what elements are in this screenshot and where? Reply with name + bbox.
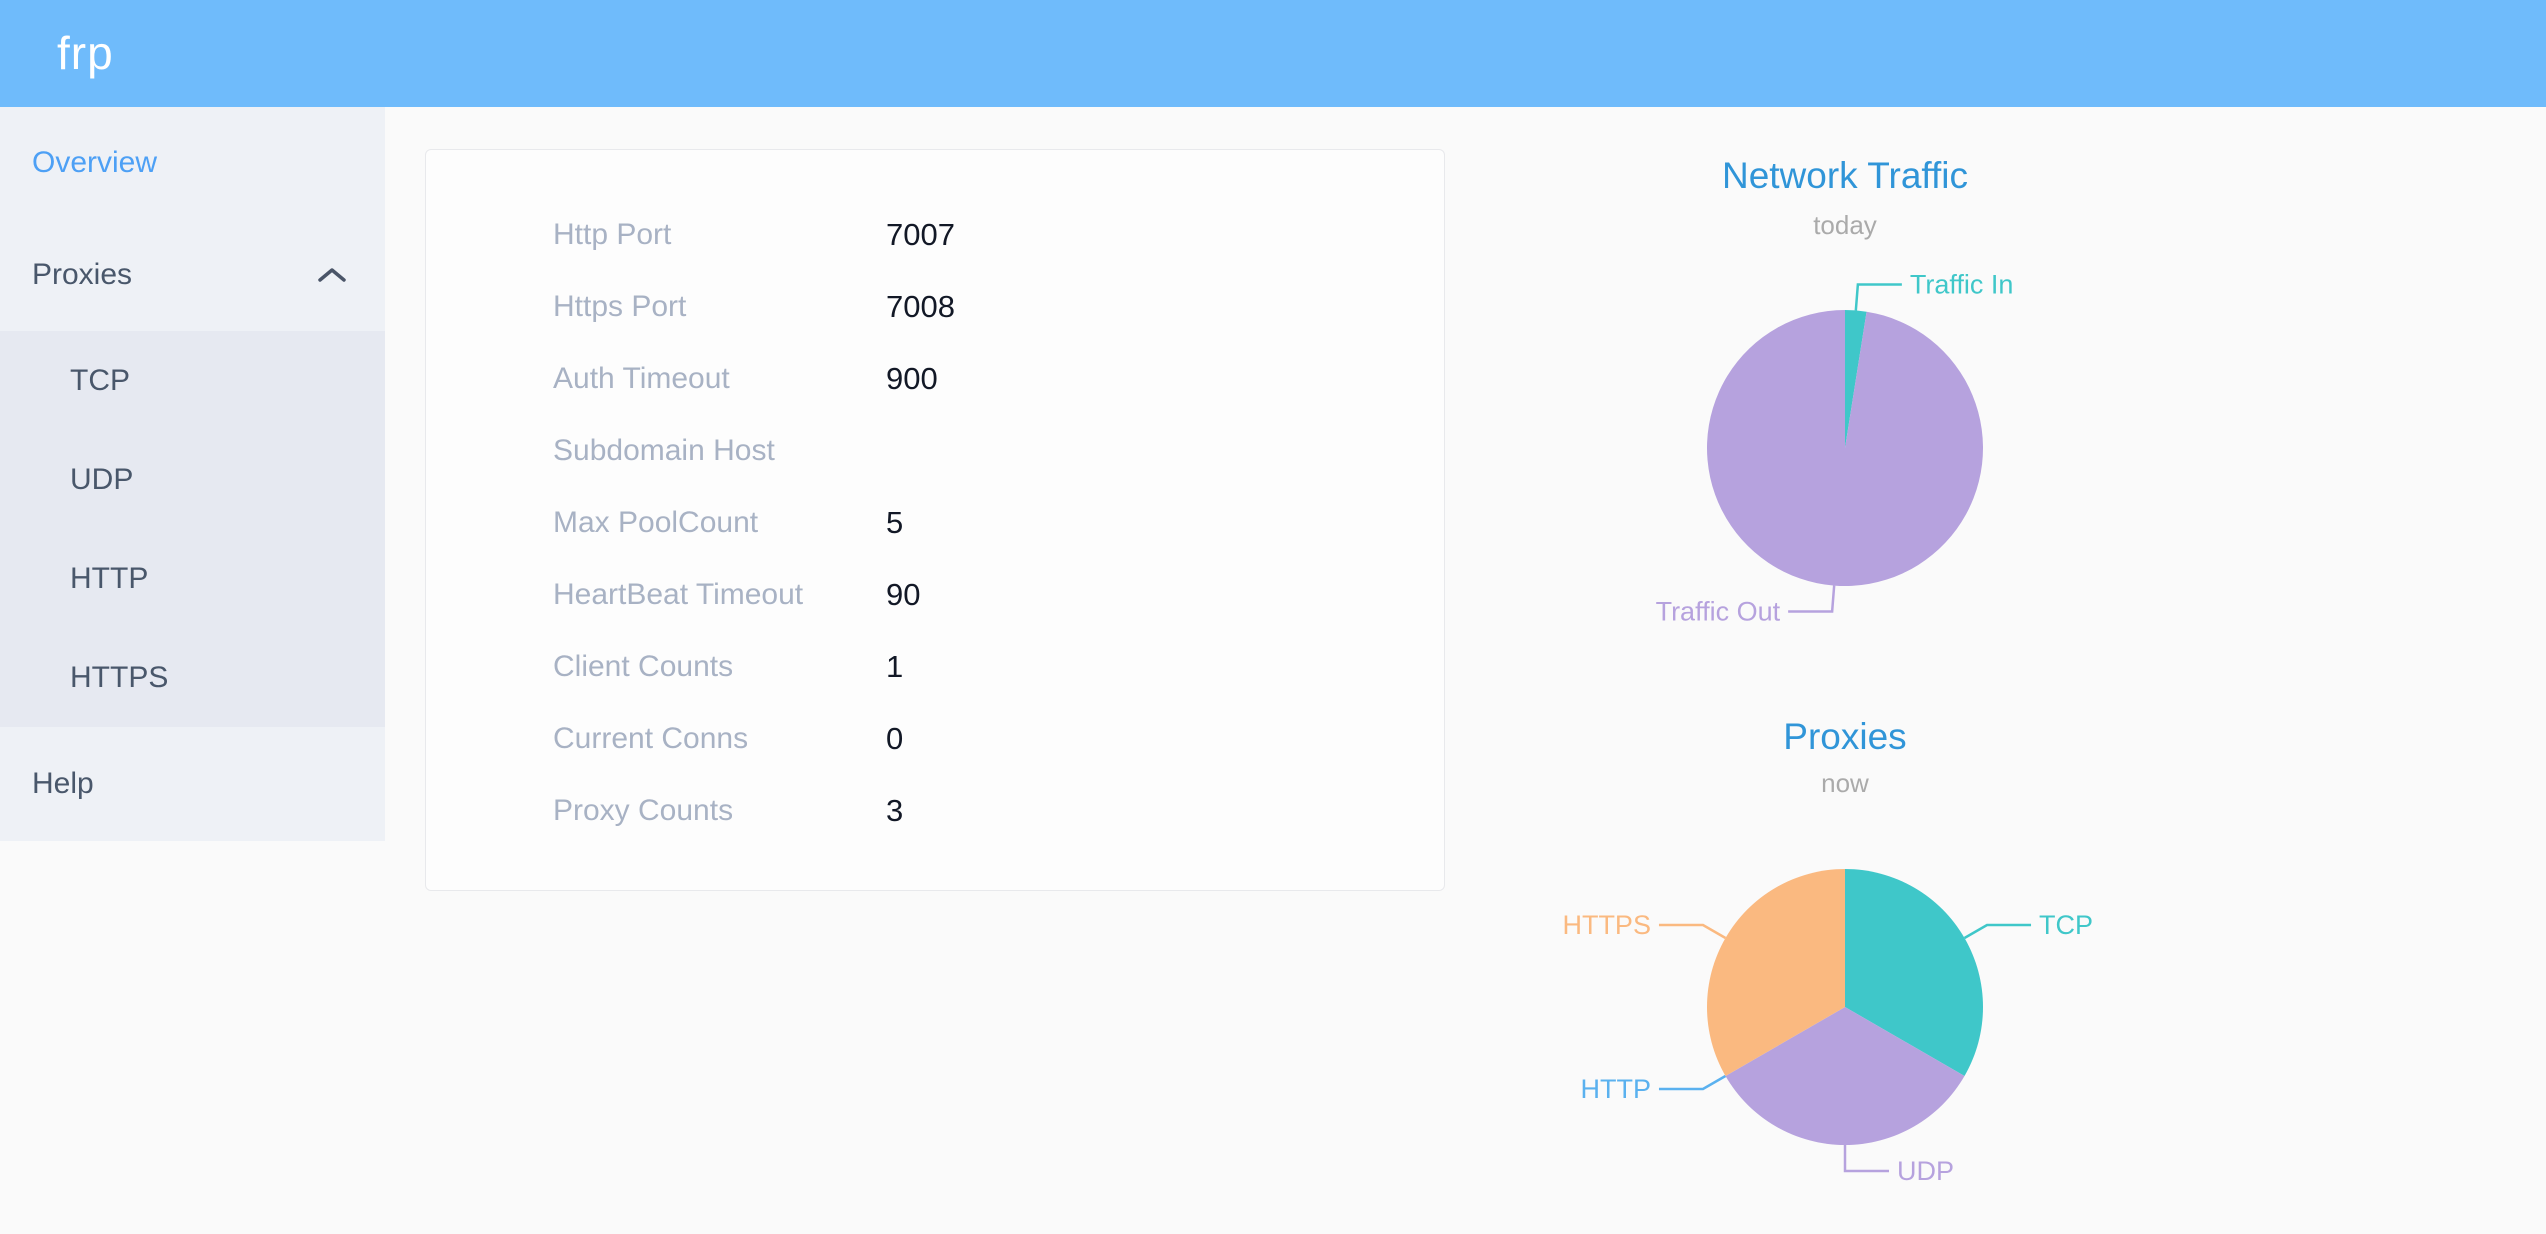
config-label: Auth Timeout xyxy=(553,362,730,395)
sidebar-item-https-label: HTTPS xyxy=(70,660,169,694)
pie-label-traffic-out: Traffic Out xyxy=(1656,596,1781,626)
proxies-pie-chart: TCP UDP HTTP HTTPS xyxy=(1562,869,2093,1186)
proxies-submenu: TCP UDP HTTP HTTPS xyxy=(0,331,385,727)
sidebar-item-proxies-label: Proxies xyxy=(32,258,133,291)
config-label: Proxy Counts xyxy=(553,794,734,827)
pie-label-https: HTTPS xyxy=(1562,910,1651,940)
config-value: 7007 xyxy=(886,217,955,252)
pie-label-http: HTTP xyxy=(1580,1074,1651,1104)
sidebar-item-https[interactable]: HTTPS xyxy=(0,628,385,727)
sidebar-item-http[interactable]: HTTP xyxy=(0,529,385,628)
network-traffic-chart-title: Network Traffic xyxy=(1721,155,1969,196)
config-label: Client Counts xyxy=(553,650,734,683)
proxies-chart-subtitle: now xyxy=(1821,768,1869,798)
config-row: Max PoolCount 5 xyxy=(426,487,1444,559)
pie-label-leader-line xyxy=(1788,585,1836,613)
config-label: Max PoolCount xyxy=(553,506,759,539)
config-value: 7008 xyxy=(886,289,955,324)
pie-label-leader-line xyxy=(1658,923,1727,940)
proxies-chart-title: Proxies xyxy=(1783,716,1907,757)
pie-label-leader-line xyxy=(1854,283,1902,311)
config-value: 0 xyxy=(886,721,904,756)
pie-label-udp: UDP xyxy=(1897,1156,1954,1186)
config-row: Client Counts 1 xyxy=(426,631,1444,703)
config-row: Http Port 7007 xyxy=(426,199,1444,271)
pie-label-tcp: TCP xyxy=(2039,910,2093,940)
server-config-panel: Http Port 7007 Https Port 7008 Auth Time… xyxy=(425,149,1445,891)
config-value: 5 xyxy=(886,505,904,540)
pie-slice-traffic-out xyxy=(1707,310,1983,586)
sidebar-item-help[interactable]: Help xyxy=(0,727,385,841)
config-label: Https Port xyxy=(553,290,687,323)
config-value: 3 xyxy=(886,793,904,828)
sidebar-item-overview-label: Overview xyxy=(32,146,158,179)
config-value: 90 xyxy=(886,577,921,612)
pie-label-leader-line xyxy=(1963,923,2032,940)
config-label: Subdomain Host xyxy=(553,434,775,467)
pie-label-leader-line xyxy=(1658,1074,1727,1091)
config-value: 1 xyxy=(886,649,904,684)
config-row: Auth Timeout 900 xyxy=(426,343,1444,415)
config-row: Subdomain Host xyxy=(426,415,1444,487)
config-label: Http Port xyxy=(553,218,672,251)
config-row: Current Conns 0 xyxy=(426,703,1444,775)
pie-slice-https xyxy=(1707,869,1845,1076)
sidebar-item-help-label: Help xyxy=(32,767,94,800)
sidebar-item-overview[interactable]: Overview xyxy=(0,107,385,219)
sidebar-item-tcp-label: TCP xyxy=(70,363,130,397)
app-header: frp xyxy=(0,0,2546,107)
chevron-up-icon xyxy=(318,268,346,282)
network-traffic-chart-subtitle: today xyxy=(1813,210,1877,240)
pie-label-leader-line xyxy=(1843,1145,1889,1173)
sidebar-item-udp-label: UDP xyxy=(70,462,134,496)
sidebar-item-http-label: HTTP xyxy=(70,561,149,595)
sidebar-item-udp[interactable]: UDP xyxy=(0,430,385,529)
pie-slice-traffic-in xyxy=(1845,310,1867,448)
sidebar-item-proxies[interactable]: Proxies xyxy=(0,219,385,331)
sidebar: Overview Proxies TCP UDP HTTP HTTPS Help xyxy=(0,107,385,841)
config-row: HeartBeat Timeout 90 xyxy=(426,559,1444,631)
pie-slice-udp xyxy=(1725,1007,1965,1145)
config-row: Proxy Counts 3 xyxy=(426,775,1444,847)
config-value: 900 xyxy=(886,361,938,396)
config-label: Current Conns xyxy=(553,722,749,755)
network-traffic-pie-chart: Traffic In Traffic Out xyxy=(1656,270,2014,627)
sidebar-item-tcp[interactable]: TCP xyxy=(0,331,385,430)
config-row: Https Port 7008 xyxy=(426,271,1444,343)
pie-label-traffic-in: Traffic In xyxy=(1910,270,2014,300)
app-logo: frp xyxy=(57,27,114,79)
config-label: HeartBeat Timeout xyxy=(553,578,804,611)
pie-slice-tcp xyxy=(1845,869,1983,1076)
